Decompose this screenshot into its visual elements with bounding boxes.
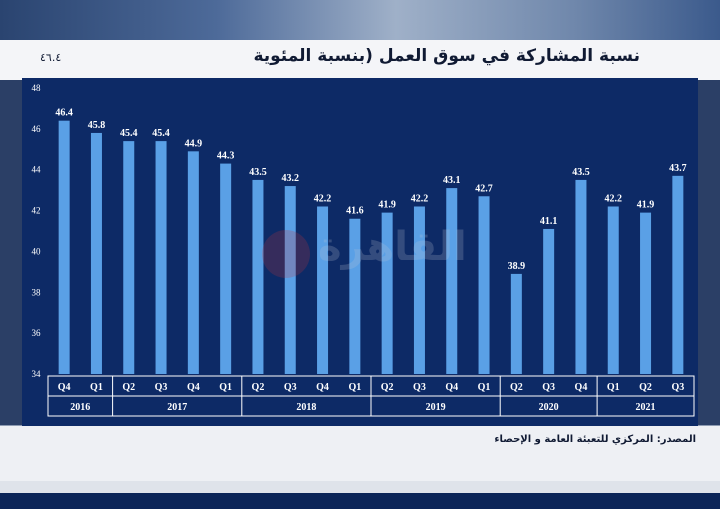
- data-label: 43.2: [282, 173, 300, 184]
- y-tick-label: 44: [32, 165, 42, 175]
- bottom-strip: [0, 481, 720, 493]
- data-label: 44.3: [217, 151, 235, 162]
- bar: [317, 206, 329, 374]
- bar: [510, 273, 522, 374]
- bar-chart: 34 36 38 40 42 44 46 48 46.4 45.8 45.4 45.4 44.9 44.3…: [32, 83, 695, 417]
- unit-note: ٤٦.٤: [40, 51, 62, 64]
- data-label: 43.7: [669, 163, 687, 174]
- x-tick-label: Q1: [478, 382, 491, 393]
- y-tick-label: 40: [32, 246, 42, 256]
- bar: [543, 228, 555, 374]
- x-tick-label: Q1: [90, 382, 103, 393]
- watermark-logo-icon: [262, 230, 310, 278]
- x-tick-label: Q3: [671, 382, 684, 393]
- data-label: 43.5: [249, 167, 267, 178]
- data-label: 42.2: [605, 193, 623, 204]
- data-label: 44.9: [185, 138, 203, 149]
- data-label: 45.8: [88, 120, 106, 131]
- x-tick-label: Q1: [348, 382, 361, 393]
- x-tick-label: Q2: [510, 382, 523, 393]
- x-tick-label: Q2: [639, 382, 652, 393]
- year-label: 2017: [167, 402, 187, 413]
- bar: [187, 151, 199, 374]
- year-label: 2021: [636, 402, 656, 413]
- x-tick-label: Q3: [284, 382, 297, 393]
- x-tick-label: Q4: [187, 382, 200, 393]
- bar: [155, 141, 167, 374]
- data-label: 45.4: [152, 128, 170, 139]
- data-label: 43.1: [443, 175, 461, 186]
- y-tick-label: 42: [32, 206, 41, 216]
- x-tick-label: Q1: [607, 382, 620, 393]
- bar: [381, 212, 393, 374]
- chart-title: نسبة المشاركة في سوق العمل (بنسبة المئوي…: [253, 46, 640, 66]
- data-label: 41.9: [378, 200, 396, 211]
- bar: [252, 179, 264, 374]
- x-tick-label: Q1: [219, 382, 232, 393]
- bar: [478, 196, 490, 374]
- data-label: 43.5: [572, 167, 590, 178]
- x-tick-label: Q4: [58, 382, 71, 393]
- bar: [672, 175, 684, 374]
- x-tick-label: Q4: [316, 382, 329, 393]
- title-row: نسبة المشاركة في سوق العمل (بنسبة المئوي…: [0, 40, 720, 80]
- title-band: [0, 40, 720, 80]
- chart-panel: 34 36 38 40 42 44 46 48 46.4 45.8 45.4 45.4 44.9 44.3…: [22, 78, 698, 426]
- side-right: [698, 80, 720, 425]
- data-label: 41.6: [346, 206, 364, 217]
- watermark-text: القاهرة: [318, 224, 467, 270]
- bar: [607, 206, 619, 374]
- footer: المصدر: المركزي للتعبئة العامة و الإحصاء: [0, 426, 720, 481]
- bar: [90, 132, 102, 374]
- x-tick-label: Q3: [542, 382, 555, 393]
- x-tick-label: Q3: [155, 382, 168, 393]
- source-note: المصدر: المركزي للتعبئة العامة و الإحصاء: [494, 434, 696, 445]
- data-label: 42.7: [475, 183, 493, 194]
- x-tick-label: Q2: [252, 382, 265, 393]
- data-label: 41.9: [637, 200, 655, 211]
- bar: [284, 186, 296, 374]
- x-tick-label: Q3: [413, 382, 426, 393]
- bar: [413, 206, 425, 374]
- bar: [640, 212, 652, 374]
- y-tick-label: 34: [32, 369, 42, 379]
- year-label: 2018: [296, 402, 316, 413]
- x-tick-label: Q2: [122, 382, 135, 393]
- data-label: 45.4: [120, 128, 138, 139]
- x-tick-label: Q2: [381, 382, 394, 393]
- bar: [58, 120, 70, 374]
- data-label: 41.1: [540, 216, 558, 227]
- data-label: 46.4: [55, 108, 73, 119]
- bottom-bar: [0, 493, 720, 509]
- bar: [575, 179, 587, 374]
- y-tick-label: 38: [32, 287, 42, 297]
- year-label: 2019: [426, 402, 446, 413]
- data-label: 38.9: [508, 261, 525, 272]
- y-tick-label: 36: [32, 328, 42, 338]
- y-tick-label: 48: [32, 83, 42, 93]
- bar: [349, 218, 361, 374]
- bar: [220, 163, 232, 374]
- year-label: 2016: [70, 402, 90, 413]
- x-tick-label: Q4: [575, 382, 588, 393]
- bar: [446, 188, 458, 374]
- side-left: [0, 80, 22, 425]
- watermark: القاهرة: [262, 220, 467, 290]
- data-label: 42.2: [411, 193, 429, 204]
- y-tick-label: 46: [32, 124, 42, 134]
- year-label: 2020: [539, 402, 559, 413]
- x-tick-label: Q4: [445, 382, 458, 393]
- bar: [123, 141, 135, 374]
- data-label: 42.2: [314, 193, 332, 204]
